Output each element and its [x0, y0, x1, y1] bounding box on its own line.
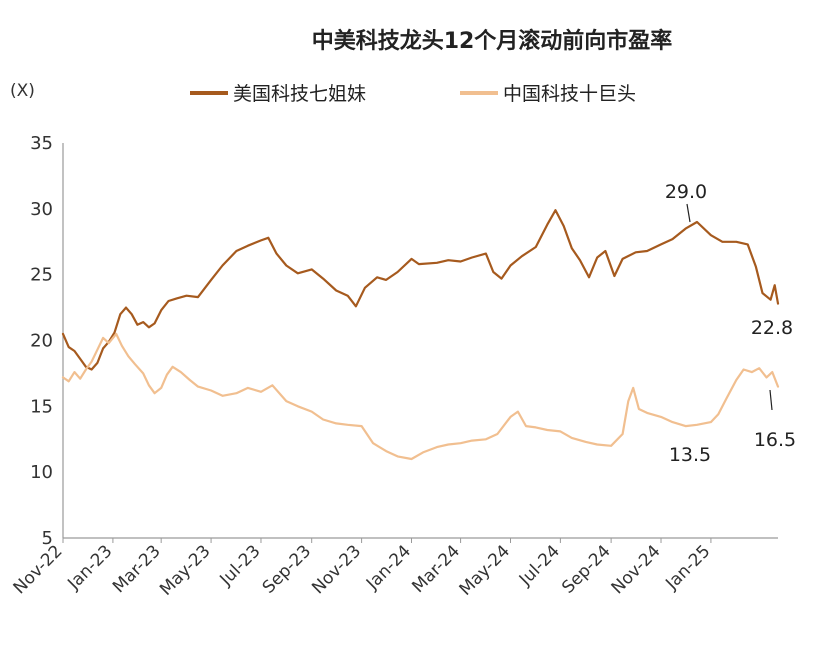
y-tick-label: 20	[30, 331, 53, 352]
y-tick-label: 35	[30, 133, 53, 154]
y-unit-label: (X)	[10, 81, 35, 101]
x-tick-label: May-23	[156, 541, 214, 599]
series-lines	[61, 209, 780, 461]
x-tick-label: Sep-23	[259, 541, 315, 597]
annotation-leader	[686, 203, 691, 223]
x-tick-label: Jan-25	[661, 541, 714, 594]
chart-title: 中美科技龙头12个月滚动前向市盈率	[312, 28, 673, 54]
annotation-label: 29.0	[665, 181, 707, 203]
x-tick-label: Sep-24	[558, 541, 614, 597]
y-tick-label: 15	[30, 396, 53, 417]
series-line-us-tech	[61, 209, 780, 371]
x-tick-label: Mar-24	[408, 541, 464, 597]
annotations: 29.0 22.8 13.5 16.5	[665, 181, 796, 466]
legend-label-us-tech: 美国科技七姐妹	[233, 83, 366, 105]
x-tick-label: Jul-23	[216, 541, 265, 590]
legend-label-china-tech: 中国科技十巨头	[503, 83, 636, 105]
y-tick-label: 25	[30, 265, 53, 286]
annotation-leader	[769, 389, 773, 411]
x-tick-label: Jan-23	[63, 541, 116, 594]
axes	[62, 143, 778, 543]
y-tick-label: 10	[30, 462, 53, 483]
x-tick-label: Jan-24	[362, 541, 415, 594]
series-line-china-tech	[61, 332, 780, 461]
annotation-label: 16.5	[754, 429, 796, 451]
x-tick-label: Nov-23	[308, 541, 365, 598]
annotation-label: 13.5	[669, 444, 711, 466]
x-tick-label: Nov-22	[10, 541, 67, 598]
x-tick-label: Nov-24	[608, 541, 665, 598]
x-tick-label: Mar-23	[109, 541, 165, 597]
x-tick-label: May-24	[456, 541, 514, 599]
y-tick-label: 30	[30, 199, 53, 220]
x-tick-label: Jul-24	[515, 541, 564, 590]
y-tick-label: 5	[42, 528, 53, 549]
legend: 美国科技七姐妹 中国科技十巨头	[190, 83, 636, 105]
annotation-label: 22.8	[751, 317, 793, 339]
